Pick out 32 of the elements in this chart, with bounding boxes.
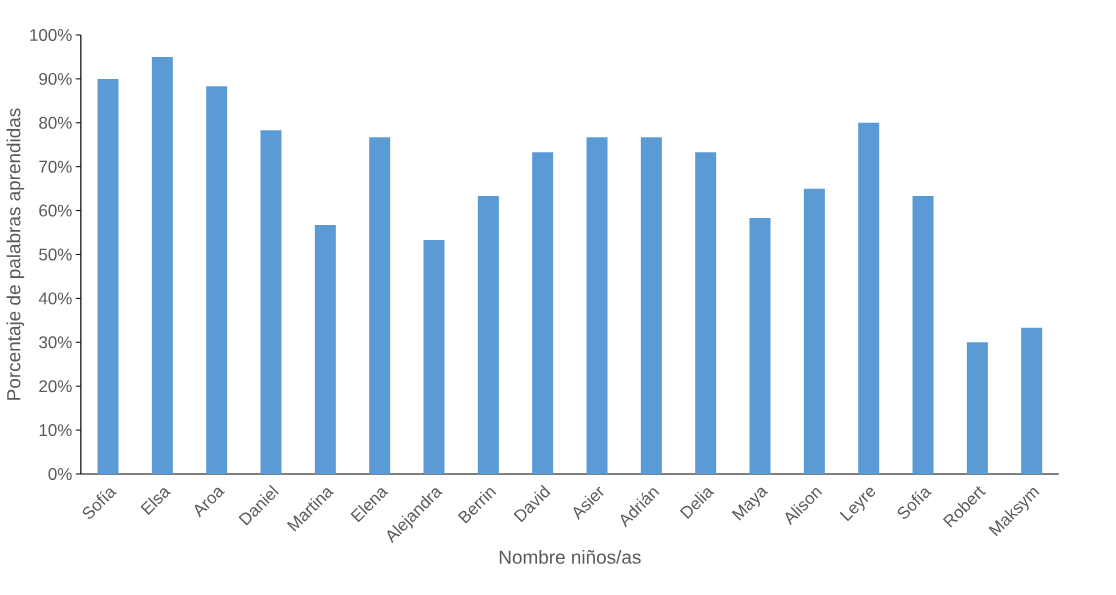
- y-tick-label: 40%: [38, 292, 72, 305]
- bar: [858, 122, 880, 474]
- bar: [749, 218, 771, 474]
- y-axis-title: Porcentaje de palabras aprendidas: [6, 108, 25, 400]
- bar: [206, 86, 228, 474]
- bar: [966, 342, 988, 474]
- y-tick-label: 60%: [39, 204, 72, 217]
- bar: [695, 152, 717, 474]
- bar: [912, 196, 934, 474]
- y-tick-label: 30%: [39, 336, 72, 349]
- y-tick-label: 70%: [39, 160, 72, 173]
- x-axis-title: Nombre niños/as: [499, 549, 641, 564]
- y-tick-label: 100%: [30, 28, 72, 41]
- bar: [97, 78, 119, 474]
- y-tick-label: 0%: [48, 467, 72, 480]
- y-tick-label: 50%: [39, 248, 72, 261]
- bar: [423, 240, 445, 474]
- bar: [1021, 327, 1043, 474]
- bar: [532, 152, 554, 474]
- bar: [477, 196, 499, 474]
- bar: [586, 137, 608, 474]
- y-tick-label: 10%: [39, 424, 72, 437]
- y-tick-label: 90%: [39, 72, 72, 85]
- x-tick-label: Elsa: [140, 488, 171, 515]
- bar: [369, 137, 391, 474]
- y-tick-label: 80%: [39, 116, 72, 129]
- bar: [151, 56, 173, 474]
- bar: [803, 188, 825, 474]
- bar: [314, 225, 336, 474]
- bar: [640, 137, 662, 474]
- y-tick-label: 20%: [39, 380, 72, 393]
- bar: [260, 130, 282, 474]
